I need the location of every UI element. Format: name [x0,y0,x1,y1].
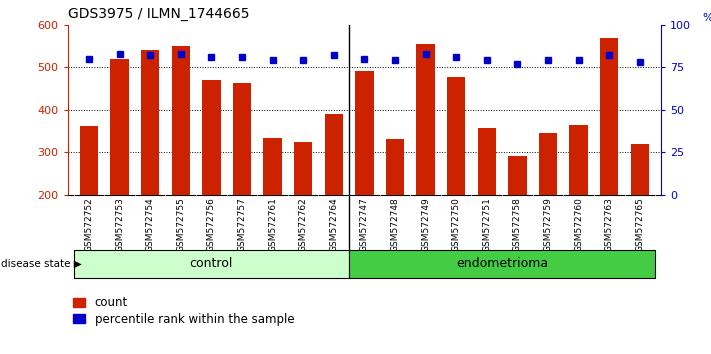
Text: GSM572761: GSM572761 [268,198,277,252]
Text: control: control [190,257,233,270]
Text: GSM572758: GSM572758 [513,198,522,252]
Text: GDS3975 / ILMN_1744665: GDS3975 / ILMN_1744665 [68,7,249,21]
Bar [600,38,619,195]
Bar [386,139,404,195]
Text: disease state ▶: disease state ▶ [1,259,82,269]
Text: GSM572757: GSM572757 [237,198,247,252]
Bar [110,59,129,195]
Bar [263,138,282,195]
Text: GSM572749: GSM572749 [421,198,430,252]
Bar [325,114,343,195]
Text: GSM572751: GSM572751 [482,198,491,252]
Bar [356,71,373,195]
Bar [141,50,159,195]
Bar [171,46,190,195]
Bar [478,127,496,195]
Text: GSM572762: GSM572762 [299,198,308,252]
Text: GSM572764: GSM572764 [329,198,338,252]
Bar [202,80,220,195]
Text: %: % [702,13,711,23]
Bar [74,250,349,278]
Text: GSM572750: GSM572750 [451,198,461,252]
Text: endometrioma: endometrioma [456,257,548,270]
Bar [570,125,588,195]
Bar [508,156,527,195]
Text: GSM572765: GSM572765 [636,198,644,252]
Bar [232,84,251,195]
Text: GSM572755: GSM572755 [176,198,186,252]
Text: GSM572753: GSM572753 [115,198,124,252]
Text: GSM572748: GSM572748 [390,198,400,252]
Bar [80,126,98,195]
Text: GSM572752: GSM572752 [85,198,93,252]
Text: GSM572756: GSM572756 [207,198,216,252]
Text: GSM572760: GSM572760 [574,198,583,252]
Text: GSM572747: GSM572747 [360,198,369,252]
Text: GSM572759: GSM572759 [543,198,552,252]
Text: GSM572763: GSM572763 [605,198,614,252]
Bar [631,144,649,195]
Text: GSM572754: GSM572754 [146,198,155,252]
Legend: count, percentile rank within the sample: count, percentile rank within the sample [73,296,294,326]
Bar [349,250,655,278]
Bar [294,142,312,195]
Bar [539,133,557,195]
Bar [417,44,434,195]
Bar [447,77,466,195]
